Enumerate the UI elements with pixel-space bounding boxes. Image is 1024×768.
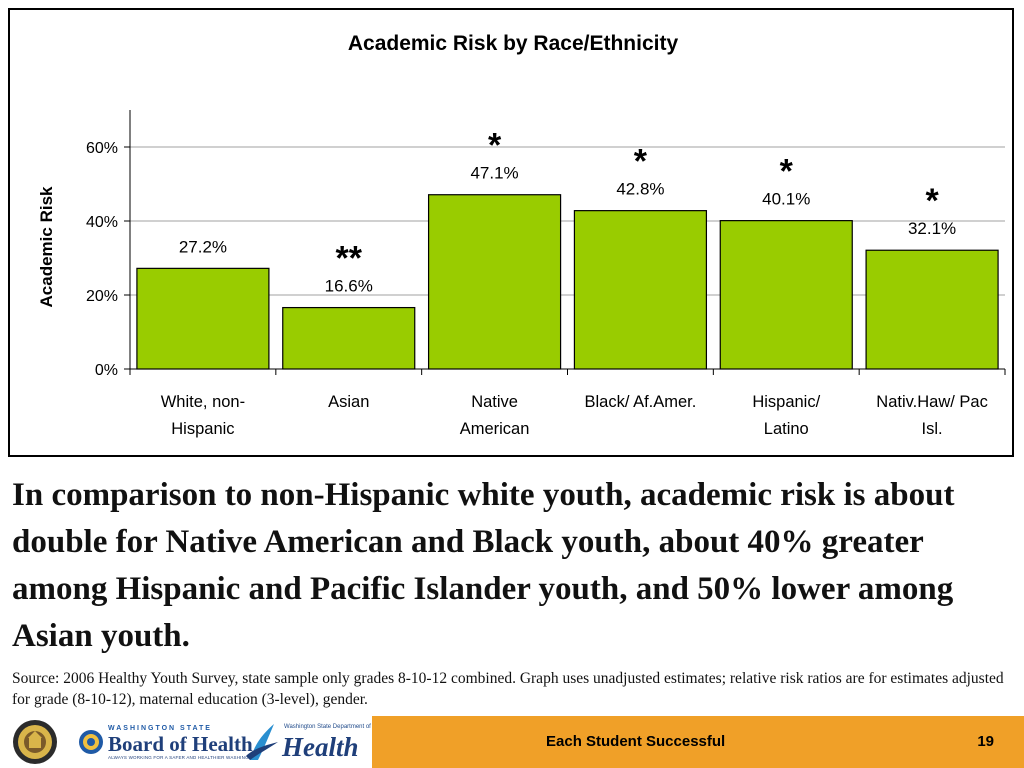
bar <box>427 194 562 370</box>
department-of-health-logo: Washington State Department of Health <box>244 720 371 766</box>
data-label: 32.1% <box>908 219 956 238</box>
data-label: 47.1% <box>470 164 518 183</box>
significance-marker: * <box>925 182 939 220</box>
significance-marker: * <box>780 153 794 191</box>
y-tick-label: 60% <box>86 140 118 157</box>
department-of-health-mark-icon <box>246 724 278 760</box>
bar <box>573 210 708 370</box>
data-label: 40.1% <box>762 190 810 209</box>
category-label: Hispanic <box>171 420 234 438</box>
category-label: Latino <box>764 420 809 438</box>
bar <box>865 249 999 370</box>
data-label: 16.6% <box>325 277 373 296</box>
board-of-health-tagline: ALWAYS WORKING FOR A SAFER AND HEALTHIER… <box>108 755 259 760</box>
board-of-health-state-text: WASHINGTON STATE <box>108 725 212 732</box>
department-of-health-name: Health <box>282 732 359 762</box>
category-label: Black/ Af.Amer. <box>584 393 696 411</box>
significance-marker: ** <box>336 240 363 278</box>
data-label: 27.2% <box>179 237 227 256</box>
footer-logo-strip: WASHINGTON STATE Board of Health ALWAYS … <box>0 716 372 768</box>
data-label: 42.8% <box>616 180 664 199</box>
department-of-health-top-text: Washington State Department of <box>284 724 371 730</box>
category-label: White, non- <box>161 393 245 411</box>
board-of-health-logo: WASHINGTON STATE Board of Health ALWAYS … <box>78 725 259 761</box>
category-label: Nativ.Haw/ Pac <box>876 393 988 411</box>
y-tick-label: 40% <box>86 214 118 231</box>
y-axis-label: Academic Risk <box>37 186 56 307</box>
significance-marker: * <box>488 127 502 165</box>
significance-marker: * <box>634 143 648 181</box>
y-tick-label: 20% <box>86 288 118 305</box>
chart-panel: Academic Risk by Race/Ethnicity Academic… <box>8 8 1014 457</box>
board-of-health-name: Board of Health <box>108 732 253 756</box>
source-note: Source: 2006 Healthy Youth Survey, state… <box>12 670 1004 708</box>
category-label: American <box>460 420 530 438</box>
chart-title: Academic Risk by Race/Ethnicity <box>348 32 679 55</box>
category-label: Asian <box>328 393 369 411</box>
board-of-health-mark-icon <box>79 730 103 754</box>
category-label: Native <box>471 393 518 411</box>
bar <box>719 220 853 370</box>
footer-tagline: Each Student Successful <box>546 733 726 750</box>
slide-number: 19 <box>977 733 994 750</box>
category-label: Isl. <box>922 420 943 438</box>
bar <box>136 267 270 370</box>
y-tick-label: 0% <box>95 362 118 379</box>
bar-chart: Academic Risk by Race/Ethnicity Academic… <box>37 32 1006 438</box>
headline-text: In comparison to non-Hispanic white yout… <box>12 477 955 654</box>
footer-bar: WASHINGTON STATE Board of Health ALWAYS … <box>0 716 1024 768</box>
bar <box>282 306 416 370</box>
state-seal-logo <box>13 720 57 764</box>
category-label: Hispanic/ <box>752 393 820 411</box>
